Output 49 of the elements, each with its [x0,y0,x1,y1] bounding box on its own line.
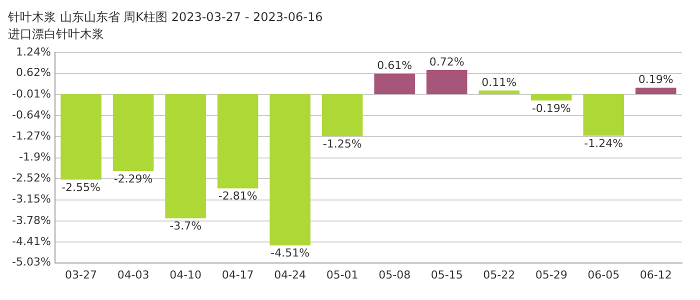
data-label: -0.19% [532,102,571,115]
y-tick-label: 1.24% [16,45,51,58]
data-label: -3.7% [170,220,202,233]
y-tick-label: -5.03% [12,256,51,269]
bar [583,94,624,136]
y-tick-label: -1.9% [18,150,51,164]
bar [635,88,676,94]
bar [478,90,520,94]
data-label: 0.19% [638,73,674,86]
y-tick-label: -1.27% [12,130,51,143]
data-label: -2.29% [114,172,153,186]
data-label: -1.24% [584,137,624,150]
bar [530,94,572,101]
x-tick-label: 05-01 [326,268,358,282]
data-label: -2.55% [62,181,101,194]
data-label: 0.72% [429,55,464,68]
bar [374,74,415,94]
y-tick-label: -2.52% [12,172,51,185]
y-tick-label: -0.64% [12,108,51,122]
y-tick-label: -3.15% [12,192,51,206]
x-tick-label: 06-05 [588,268,620,282]
y-tick-label: -4.41% [12,234,51,248]
chart-subtitle: 进口漂白针叶木浆 [8,26,105,42]
data-label: 0.11% [482,76,517,89]
x-tick-label: 04-10 [170,268,202,282]
x-tick-label: 06-12 [640,268,672,282]
data-label: 0.61% [377,59,412,72]
y-tick-label: 0.62% [16,66,51,80]
x-tick-label: 05-22 [483,268,516,282]
x-tick-label: 03-27 [65,268,98,282]
bar [322,94,363,136]
bar [112,94,154,171]
data-label: -1.25% [322,137,362,150]
chart-title: 针叶木浆 山东山东省 周K柱图 2023-03-27 - 2023-06-16 [8,9,324,26]
data-label: -4.51% [270,246,310,260]
y-tick-label: -3.78% [12,214,51,227]
data-label: -2.81% [218,190,258,203]
x-tick-label: 04-03 [117,268,150,282]
y-tick-label: -0.01% [12,87,51,100]
bar [217,94,258,188]
bar [270,94,310,246]
bar [60,94,102,180]
x-tick-label: 04-17 [222,268,254,282]
x-tick-label: 05-15 [430,268,463,282]
bar [426,70,468,94]
x-tick-label: 05-29 [535,268,568,282]
bar [165,94,206,218]
x-tick-label: 05-08 [378,268,411,282]
x-tick-label: 04-24 [274,268,306,282]
